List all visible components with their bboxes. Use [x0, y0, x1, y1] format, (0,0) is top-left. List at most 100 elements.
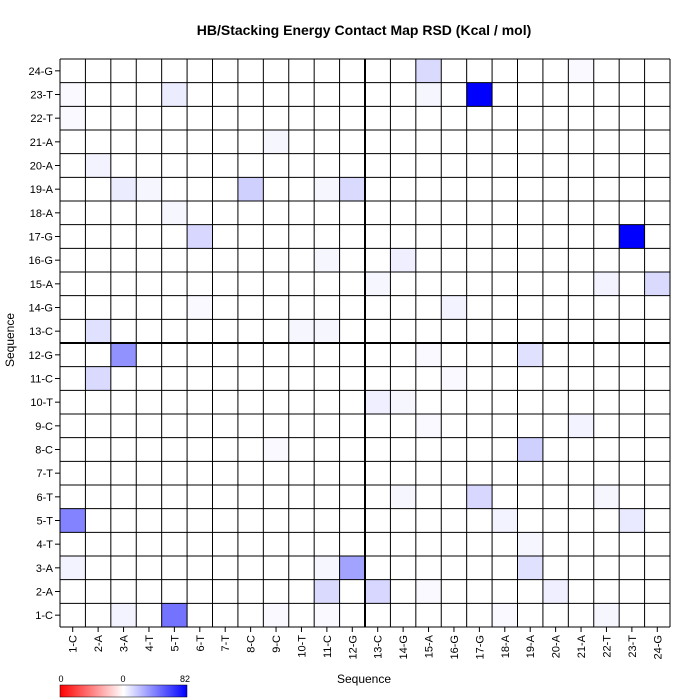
heatmap-cell — [619, 508, 645, 533]
x-tick-label: 1-C — [68, 635, 80, 653]
colorbar-gradient — [59, 684, 188, 698]
heatmap-cell — [593, 272, 620, 296]
x-tick-label: 19-A — [525, 634, 537, 658]
heatmap-cell — [415, 579, 442, 604]
heatmap-cell — [161, 603, 188, 627]
y-tick-label: 2-A — [36, 587, 54, 599]
x-tick-label: 21-A — [576, 634, 588, 658]
colorbar-mid-label: 0 — [120, 674, 125, 684]
heatmap-cell — [60, 508, 86, 533]
y-tick-label: 3-A — [36, 563, 54, 575]
y-tick-label: 6-T — [37, 492, 54, 504]
heatmap-cell — [365, 579, 391, 604]
heatmap-cell — [85, 153, 111, 178]
x-tick-label: 20-A — [551, 634, 563, 658]
y-tick-label: 8-C — [35, 445, 53, 457]
heatmap-cell — [593, 603, 620, 627]
x-tick-label: 17-G — [474, 635, 486, 659]
heatmap-cell — [161, 201, 188, 225]
heatmap-cell — [466, 82, 493, 107]
chart-title: HB/Stacking Energy Contact Map RSD (Kcal… — [197, 22, 532, 38]
heatmap-cells — [60, 59, 670, 627]
heatmap-cell — [60, 82, 86, 107]
heatmap-grid — [59, 58, 671, 628]
heatmap-cell — [187, 295, 213, 320]
heatmap-cell — [110, 603, 137, 627]
x-tick-label: 7-T — [220, 635, 232, 652]
x-tick-label: 24-G — [652, 635, 664, 659]
x-tick-label: 22-T — [601, 635, 613, 658]
heatmap-cell — [187, 224, 213, 249]
heatmap-cell — [390, 390, 416, 414]
y-tick-label: 1-C — [35, 610, 53, 622]
heatmap-cell — [314, 319, 340, 343]
heatmap-cell — [492, 508, 518, 533]
heatmap-cell — [110, 177, 137, 201]
y-tick-label: 9-C — [35, 421, 53, 433]
x-tick-label: 13-C — [373, 635, 385, 659]
heatmap-cell — [365, 272, 391, 296]
x-tick-label: 12-G — [347, 635, 359, 659]
colorbar-max-label: 82 — [180, 674, 190, 684]
heatmap-cell — [85, 319, 111, 343]
x-tick-label: 14-G — [398, 635, 410, 659]
heatmap-cell — [263, 603, 289, 627]
heatmap-cell — [593, 485, 620, 509]
heatmap-cell — [339, 177, 365, 201]
heatmap-cell — [136, 177, 162, 201]
x-tick-label: 18-A — [500, 634, 512, 658]
y-tick-label: 24-G — [29, 66, 53, 78]
x-tick-label: 8-C — [246, 635, 258, 653]
heatmap-cell — [415, 82, 442, 107]
x-tick-label: 16-G — [449, 635, 461, 659]
x-tick-label: 11-C — [322, 635, 334, 658]
y-tick-label: 18-A — [30, 208, 54, 220]
y-tick-label: 13-C — [29, 326, 53, 338]
heatmap-cell — [314, 579, 340, 604]
y-tick-label: 23-T — [30, 90, 53, 102]
y-tick-label: 5-T — [37, 516, 54, 528]
y-tick-label: 16-G — [29, 255, 53, 267]
heatmap-cell — [314, 177, 340, 201]
y-tick-label: 7-T — [37, 468, 54, 480]
x-tick-label: 3-A — [119, 634, 131, 652]
heatmap-cell — [466, 485, 493, 509]
heatmap-cell — [517, 556, 543, 580]
heatmap-cell — [441, 366, 467, 391]
heatmap-cell — [568, 414, 594, 438]
x-axis-label: Sequence — [337, 672, 391, 686]
heatmap-cell — [365, 390, 391, 414]
heatmap-cell — [263, 437, 289, 462]
y-tick-label: 19-A — [30, 184, 54, 196]
heatmap-cell — [441, 295, 467, 320]
heatmap-cell — [237, 177, 264, 201]
y-tick-label: 21-A — [30, 137, 54, 149]
heatmap-cell — [644, 272, 670, 296]
y-tick-labels: 1-C 2-A 3-A 4-T 5-T 6-T 7-T 8-C 9-C 10-T 11-C 12-G 1… — [29, 66, 60, 622]
heatmap-cell — [492, 603, 518, 627]
heatmap-cell — [542, 579, 569, 604]
colorbar-min-label: 0 — [58, 674, 63, 684]
x-tick-label: 5-T — [169, 635, 181, 652]
x-tick-label: 15-A — [424, 634, 436, 658]
x-tick-label: 2-A — [93, 634, 105, 652]
heatmap-cell — [288, 319, 315, 343]
colorbar-legend: 0 0 82 — [58, 674, 190, 698]
heatmap-cell — [314, 603, 340, 627]
heatmap-cell — [314, 248, 340, 272]
y-tick-label: 12-G — [29, 350, 53, 362]
x-tick-labels: 1-C 2-A 3-A 4-T 5-T 6-T 7-T 8-C 9-C 10-T 11-C 12-G 1… — [68, 627, 664, 659]
x-tick-label: 23-T — [627, 635, 639, 658]
heatmap-cell — [339, 556, 365, 580]
y-tick-label: 11-C — [30, 374, 53, 386]
heatmap-cell — [314, 556, 340, 580]
heatmap-cell — [60, 106, 86, 130]
x-tick-label: 10-T — [296, 635, 308, 658]
heatmap-cell — [85, 366, 111, 391]
x-tick-label: 4-T — [144, 635, 156, 652]
heatmap-cell — [517, 437, 543, 462]
heatmap-cell — [415, 414, 442, 438]
heatmap-cell — [568, 59, 594, 83]
heatmap-cell — [390, 248, 416, 272]
